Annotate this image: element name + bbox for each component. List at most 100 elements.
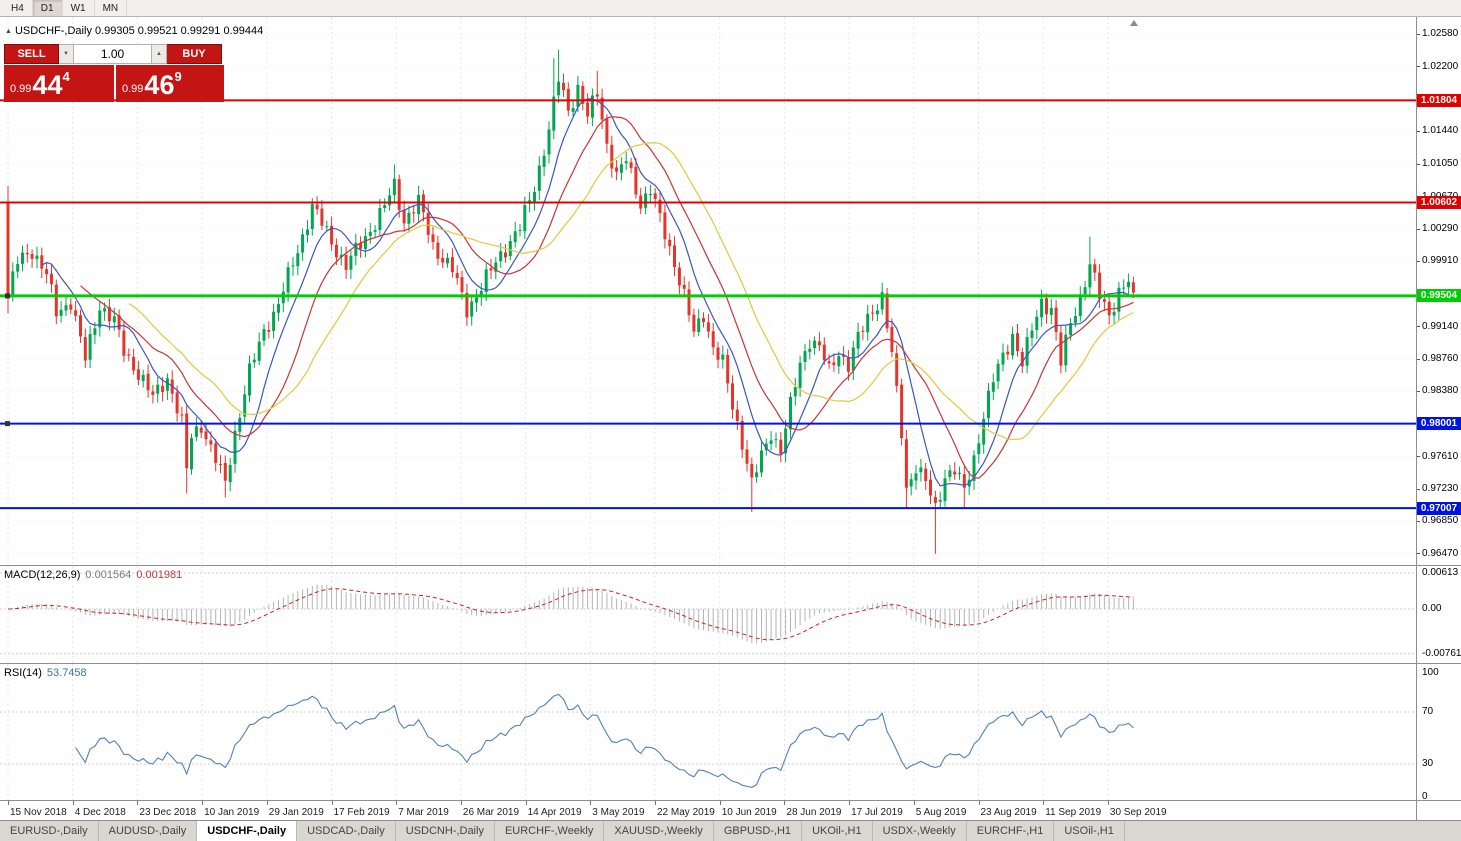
chart-tab-usdx-weekly[interactable]: USDX-,Weekly — [872, 821, 967, 841]
macd-axis[interactable]: 0.00613 0.00 -0.00761 — [1417, 566, 1461, 663]
date-axis-label: 14 Apr 2019 — [527, 807, 582, 818]
lot-decrease-button[interactable]: ▼ — [59, 44, 74, 64]
date-axis[interactable]: 15 Nov 2018 4 Dec 2018 23 Dec 2018 10 Jan 2… — [0, 801, 1417, 820]
price-chart-plot[interactable]: ▲ USDCHF-,Daily 0.99305 0.99521 0.99291 … — [0, 17, 1417, 565]
date-axis-label: 10 Jan 2019 — [204, 807, 260, 818]
chart-tab-usdchf-daily[interactable]: USDCHF-,Daily — [197, 821, 298, 841]
chart-arrow-icon: ▲ — [5, 27, 12, 35]
date-axis-label: 11 Sep 2019 — [1045, 807, 1102, 818]
period-button-w1[interactable]: W1 — [63, 0, 95, 16]
date-axis-label: 7 Mar 2019 — [398, 807, 449, 818]
macd-main-value: 0.001564 — [85, 569, 132, 581]
date-axis-label: 22 May 2019 — [657, 807, 715, 818]
price-axis-label: 1.01440 — [1422, 125, 1459, 137]
timeframe-toolbar: H4 D1 W1 MN — [0, 0, 1461, 17]
macd-axis-label: 0.00613 — [1422, 567, 1459, 578]
price-axis[interactable]: 1.025801.022001.018201.014401.010501.006… — [1417, 17, 1461, 565]
symbol-info: ▲ USDCHF-,Daily 0.99305 0.99521 0.99291 … — [5, 25, 263, 37]
chart-tabs-bar: EURUSD-,Daily AUDUSD-,Daily USDCHF-,Daily U… — [0, 820, 1461, 841]
buy-price-display[interactable]: 0.99 46 9 — [116, 65, 224, 102]
sell-price-display[interactable]: 0.99 44 4 — [4, 65, 114, 102]
price-axis-label: 0.96470 — [1422, 547, 1459, 559]
rsi-chart[interactable] — [0, 664, 1416, 800]
date-axis-label: 5 Aug 2019 — [915, 807, 967, 818]
chart-tab-ukoil-h1[interactable]: UKOil-,H1 — [802, 821, 873, 841]
date-axis-label: 23 Dec 2018 — [139, 807, 197, 818]
period-button-h4[interactable]: H4 — [3, 0, 33, 16]
date-axis-label: 29 Jan 2019 — [268, 807, 324, 818]
price-axis-label: 1.01050 — [1422, 158, 1459, 170]
date-axis-label: 17 Jul 2019 — [851, 807, 903, 818]
price-line-badge: 0.99504 — [1417, 289, 1461, 303]
price-axis-label: 0.98380 — [1422, 385, 1459, 397]
price-axis-label: 0.97230 — [1422, 483, 1459, 495]
price-axis-label: 1.02200 — [1422, 60, 1459, 72]
date-axis-label: 4 Dec 2018 — [74, 807, 126, 818]
chart-shift-marker[interactable] — [1130, 20, 1138, 26]
period-button-mn[interactable]: MN — [95, 0, 128, 16]
date-axis-label: 28 Jun 2019 — [786, 807, 842, 818]
sell-price-sup: 4 — [62, 69, 70, 84]
rsi-axis-label: 0 — [1422, 791, 1428, 801]
macd-plot[interactable]: MACD(12,26,9) 0.001564 0.001981 — [0, 566, 1417, 663]
chart-tab-audusd-daily[interactable]: AUDUSD-,Daily — [98, 821, 198, 841]
macd-axis-label: -0.00761 — [1422, 647, 1461, 659]
chart-tab-usdcad-daily[interactable]: USDCAD-,Daily — [297, 821, 396, 841]
price-axis-label: 0.97610 — [1422, 450, 1459, 462]
macd-signal-value: 0.001981 — [136, 569, 183, 581]
symbol-info-text: USDCHF-,Daily 0.99305 0.99521 0.99291 0.… — [14, 25, 264, 37]
chart-tab-eurchf-h1[interactable]: EURCHF-,H1 — [966, 821, 1055, 841]
rsi-axis[interactable]: 100 70 30 0 — [1417, 664, 1461, 800]
date-axis-label: 15 Nov 2018 — [10, 807, 67, 818]
period-button-d1[interactable]: D1 — [32, 0, 63, 16]
chart-tab-gbpusd-h1[interactable]: GBPUSD-,H1 — [713, 821, 803, 841]
axis-corner — [1417, 801, 1461, 820]
lot-increase-button[interactable]: ▲ — [152, 44, 167, 64]
macd-panel: MACD(12,26,9) 0.001564 0.001981 0.00613 0.0… — [0, 565, 1461, 663]
chart-tab-eurusd-daily[interactable]: EURUSD-,Daily — [0, 821, 99, 841]
rsi-plot[interactable]: RSI(14) 53.7458 — [0, 664, 1417, 800]
price-axis-label: 0.99910 — [1422, 255, 1459, 267]
sell-price-prefix: 0.99 — [10, 83, 32, 95]
chart-tab-usdcnh-daily[interactable]: USDCNH-,Daily — [395, 821, 495, 841]
rsi-value: 53.7458 — [46, 667, 87, 679]
triangle-down-icon: ▼ — [63, 51, 69, 57]
buy-price-prefix: 0.99 — [122, 83, 144, 95]
date-axis-label: 30 Sep 2019 — [1109, 807, 1167, 818]
rsi-axis-label: 70 — [1422, 706, 1434, 717]
price-line-badge: 0.97007 — [1417, 501, 1461, 515]
price-line-badge: 1.01804 — [1417, 93, 1461, 107]
chart-tab-eurchf-weekly[interactable]: EURCHF-,Weekly — [494, 821, 605, 841]
rsi-label: RSI(14) 53.7458 — [4, 667, 87, 679]
sell-price-big: 44 — [32, 70, 63, 100]
price-axis-label: 1.00290 — [1422, 223, 1459, 235]
date-axis-label: 23 Aug 2019 — [980, 807, 1037, 818]
price-axis-label: 0.99140 — [1422, 320, 1459, 332]
macd-name: MACD(12,26,9) — [4, 569, 81, 581]
sell-button[interactable]: SELL — [4, 44, 59, 64]
buy-price-big: 46 — [144, 70, 175, 100]
macd-label: MACD(12,26,9) 0.001564 0.001981 — [4, 569, 182, 581]
buy-price-sup: 9 — [174, 69, 182, 84]
rsi-axis-label: 100 — [1422, 667, 1439, 678]
date-axis-label: 3 May 2019 — [592, 807, 645, 818]
macd-axis-label: 0.00 — [1422, 603, 1442, 614]
chart-tab-xauusd-weekly[interactable]: XAUUSD-,Weekly — [604, 821, 714, 841]
one-click-trading-panel: SELL ▼ ▲ BUY 0.99 44 4 0.99 46 9 — [4, 44, 226, 102]
price-line-badge: 0.98001 — [1417, 417, 1461, 431]
triangle-up-icon: ▲ — [156, 51, 162, 57]
price-axis-label: 1.02580 — [1422, 28, 1459, 40]
rsi-name: RSI(14) — [4, 667, 42, 679]
price-axis-label: 0.96850 — [1422, 515, 1459, 527]
rsi-panel: RSI(14) 53.7458 100 70 30 0 — [0, 663, 1461, 800]
candlestick-chart[interactable] — [0, 17, 1416, 565]
date-axis-label: 10 Jun 2019 — [721, 807, 777, 818]
main-chart-panel: ▲ USDCHF-,Daily 0.99305 0.99521 0.99291 … — [0, 17, 1461, 565]
lot-size-input[interactable] — [74, 44, 152, 64]
buy-button[interactable]: BUY — [167, 44, 222, 64]
chart-tab-usoil-h1[interactable]: USOil-,H1 — [1054, 821, 1125, 841]
date-axis-label: 17 Feb 2019 — [333, 807, 390, 818]
date-axis-row: 15 Nov 2018 4 Dec 2018 23 Dec 2018 10 Jan 2… — [0, 800, 1461, 820]
macd-chart[interactable] — [0, 566, 1416, 663]
price-line-badge: 1.00602 — [1417, 196, 1461, 210]
